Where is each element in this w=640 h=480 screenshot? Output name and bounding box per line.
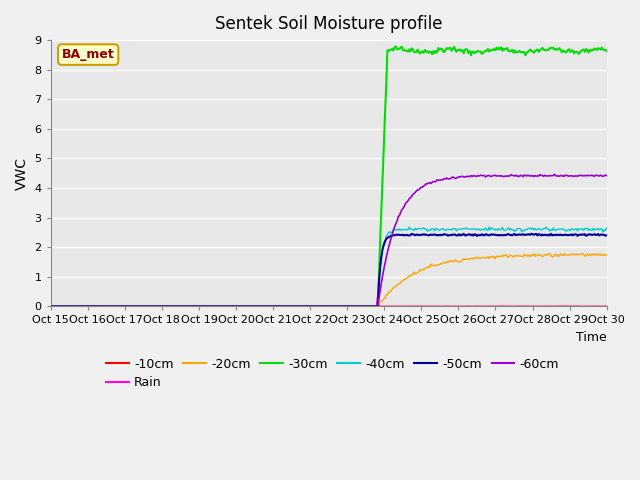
Legend: Rain: Rain (101, 371, 166, 394)
X-axis label: Time: Time (576, 331, 607, 344)
Title: Sentek Soil Moisture profile: Sentek Soil Moisture profile (215, 15, 442, 33)
Text: BA_met: BA_met (62, 48, 115, 61)
Y-axis label: VWC: VWC (15, 157, 29, 190)
